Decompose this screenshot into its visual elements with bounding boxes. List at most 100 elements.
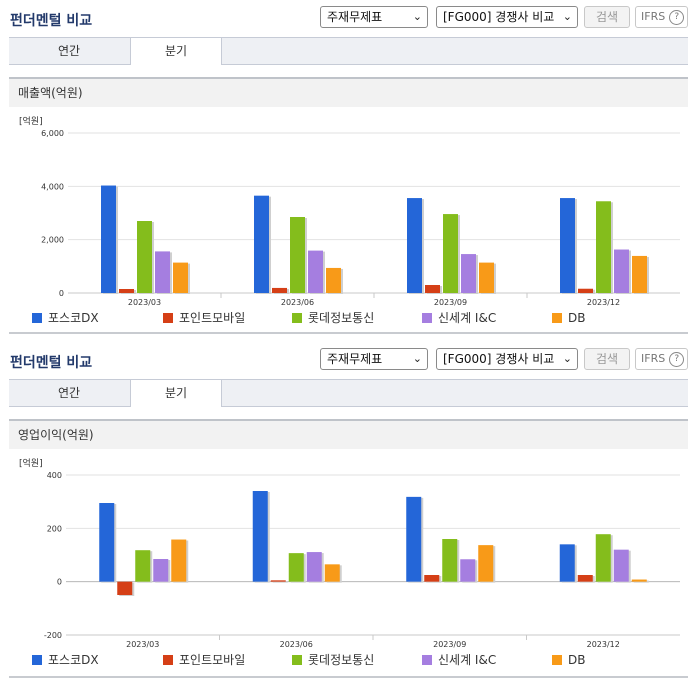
- help-icon: ?: [669, 9, 685, 25]
- bar-신세계-i-c-2023-12[interactable]: [614, 249, 629, 293]
- x-tick-label: 2023/09: [434, 298, 467, 307]
- bar-포인트모바일-2023-03[interactable]: [117, 581, 133, 595]
- legend-item-포인트모바일[interactable]: 포인트모바일: [163, 310, 245, 326]
- legend-label: 포스코DX: [48, 311, 99, 325]
- bar-포스코dx-2023-12[interactable]: [559, 544, 575, 582]
- legend-label: 롯데정보통신: [308, 653, 375, 667]
- x-tick-label: 2023/12: [587, 640, 620, 649]
- legend-item-신세계-i-c[interactable]: 신세계 I&C: [422, 652, 496, 668]
- section-divider: [9, 676, 688, 678]
- bar-포인트모바일-2023-03[interactable]: [119, 289, 134, 293]
- bar-신세계-i-c-2023-09[interactable]: [460, 559, 476, 582]
- bar-db-2023-12[interactable]: [631, 579, 647, 582]
- tab-annual[interactable]: 연간: [57, 44, 81, 58]
- competitor-select-value: [FG000] 경쟁사 비교: [443, 10, 555, 24]
- bar-롯데정보통신-2023-12[interactable]: [595, 534, 611, 582]
- competitor-select[interactable]: [FG000] 경쟁사 비교 ⌄: [436, 6, 578, 28]
- statement-select[interactable]: 주재무제표 ⌄: [320, 6, 428, 28]
- bar-롯데정보통신-2023-09[interactable]: [443, 214, 458, 293]
- bar-db-2023-06[interactable]: [326, 267, 341, 293]
- legend-label: DB: [568, 311, 586, 325]
- bar-신세계-i-c-2023-06[interactable]: [306, 552, 322, 582]
- bar-포스코dx-2023-09[interactable]: [406, 496, 422, 582]
- period-tabs: 연간 분기: [9, 379, 688, 407]
- bar-롯데정보통신-2023-03[interactable]: [137, 221, 152, 293]
- legend-swatch: [552, 313, 562, 323]
- bar-롯데정보통신-2023-06[interactable]: [290, 217, 305, 293]
- x-tick-label: 2023/12: [587, 298, 620, 307]
- bar-포인트모바일-2023-06[interactable]: [272, 287, 287, 293]
- bar-포스코dx-2023-06[interactable]: [252, 491, 268, 582]
- bar-포인트모바일-2023-12[interactable]: [577, 575, 593, 582]
- y-tick-label: 2,000: [41, 236, 64, 245]
- y-tick-label: -200: [44, 631, 62, 640]
- ifrs-help-button[interactable]: IFRS?: [635, 348, 688, 370]
- legend-item-롯데정보통신[interactable]: 롯데정보통신: [292, 310, 374, 326]
- bar-포스코dx-2023-12[interactable]: [560, 198, 575, 293]
- bar-포인트모바일-2023-06[interactable]: [270, 580, 286, 582]
- bar-신세계-i-c-2023-03[interactable]: [155, 251, 170, 293]
- legend-label: 포인트모바일: [179, 311, 246, 325]
- chart-legend: 포스코DX 포인트모바일 롯데정보통신 신세계 I&C DB: [0, 652, 696, 668]
- y-tick-label: 6,000: [41, 129, 64, 138]
- legend-label: 포스코DX: [48, 653, 99, 667]
- x-tick-label: 2023/06: [280, 640, 313, 649]
- legend-item-롯데정보통신[interactable]: 롯데정보통신: [292, 652, 374, 668]
- page-title: 펀더멘털 비교: [10, 13, 93, 29]
- search-button[interactable]: 검색: [584, 348, 630, 370]
- section-divider: [9, 332, 688, 334]
- bar-신세계-i-c-2023-09[interactable]: [461, 254, 476, 293]
- x-tick-label: 2023/06: [281, 298, 314, 307]
- bar-롯데정보통신-2023-03[interactable]: [135, 550, 151, 582]
- bar-db-2023-03[interactable]: [173, 262, 188, 293]
- legend-item-신세계-i-c[interactable]: 신세계 I&C: [422, 310, 496, 326]
- bar-db-2023-06[interactable]: [324, 564, 340, 582]
- statement-select-value: 주재무제표: [327, 10, 383, 24]
- bar-포스코dx-2023-03[interactable]: [99, 503, 115, 582]
- bar-포스코dx-2023-06[interactable]: [254, 195, 269, 293]
- unit-label: [억원]: [19, 459, 43, 469]
- bar-롯데정보통신-2023-12[interactable]: [596, 201, 611, 293]
- tab-quarterly[interactable]: 분기: [130, 37, 222, 65]
- legend-item-db[interactable]: DB: [552, 310, 585, 326]
- period-tabs: 연간 분기: [9, 37, 688, 65]
- legend-item-포인트모바일[interactable]: 포인트모바일: [163, 652, 245, 668]
- legend-label: 신세계 I&C: [438, 311, 497, 325]
- bar-db-2023-09[interactable]: [478, 545, 494, 582]
- bar-db-2023-12[interactable]: [632, 255, 647, 293]
- legend-item-포스코dx[interactable]: 포스코DX: [32, 310, 99, 326]
- fundamental-section-1: 펀더멘털 비교 주재무제표 ⌄ [FG000] 경쟁사 비교 ⌄ 검색 IFRS…: [0, 0, 696, 340]
- bar-포스코dx-2023-09[interactable]: [407, 198, 422, 293]
- bar-롯데정보통신-2023-06[interactable]: [288, 553, 304, 582]
- y-tick-label: 0: [57, 578, 62, 587]
- bar-포인트모바일-2023-09[interactable]: [424, 575, 440, 582]
- legend-label: 신세계 I&C: [438, 653, 497, 667]
- bar-포인트모바일-2023-09[interactable]: [425, 285, 440, 293]
- legend-label: 롯데정보통신: [308, 311, 375, 325]
- bar-신세계-i-c-2023-06[interactable]: [308, 250, 323, 293]
- bar-db-2023-03[interactable]: [171, 539, 187, 582]
- bar-포인트모바일-2023-12[interactable]: [578, 288, 593, 293]
- legend-label: 포인트모바일: [179, 653, 246, 667]
- legend-swatch: [422, 313, 432, 323]
- legend-swatch: [552, 655, 562, 665]
- chevron-down-icon: ⌄: [412, 10, 422, 23]
- legend-item-포스코dx[interactable]: 포스코DX: [32, 652, 99, 668]
- legend-item-db[interactable]: DB: [552, 652, 585, 668]
- bar-신세계-i-c-2023-12[interactable]: [613, 549, 629, 582]
- bar-신세계-i-c-2023-03[interactable]: [153, 559, 169, 582]
- ifrs-help-button[interactable]: IFRS?: [635, 6, 688, 28]
- tab-annual[interactable]: 연간: [57, 386, 81, 400]
- chart-title: 영업이익(억원): [9, 419, 688, 449]
- search-button[interactable]: 검색: [584, 6, 630, 28]
- ifrs-label: IFRS: [641, 10, 666, 23]
- legend-swatch: [292, 313, 302, 323]
- competitor-select[interactable]: [FG000] 경쟁사 비교 ⌄: [436, 348, 578, 370]
- bar-db-2023-09[interactable]: [479, 262, 494, 293]
- operating-profit-chart: -200 0 200 400 2023/03 2023/06 2023/09 2023/12: [44, 471, 680, 649]
- bar-포스코dx-2023-03[interactable]: [101, 185, 116, 293]
- bar-롯데정보통신-2023-09[interactable]: [442, 539, 458, 582]
- tab-quarterly[interactable]: 분기: [130, 379, 222, 407]
- statement-select[interactable]: 주재무제표 ⌄: [320, 348, 428, 370]
- legend-swatch: [32, 655, 42, 665]
